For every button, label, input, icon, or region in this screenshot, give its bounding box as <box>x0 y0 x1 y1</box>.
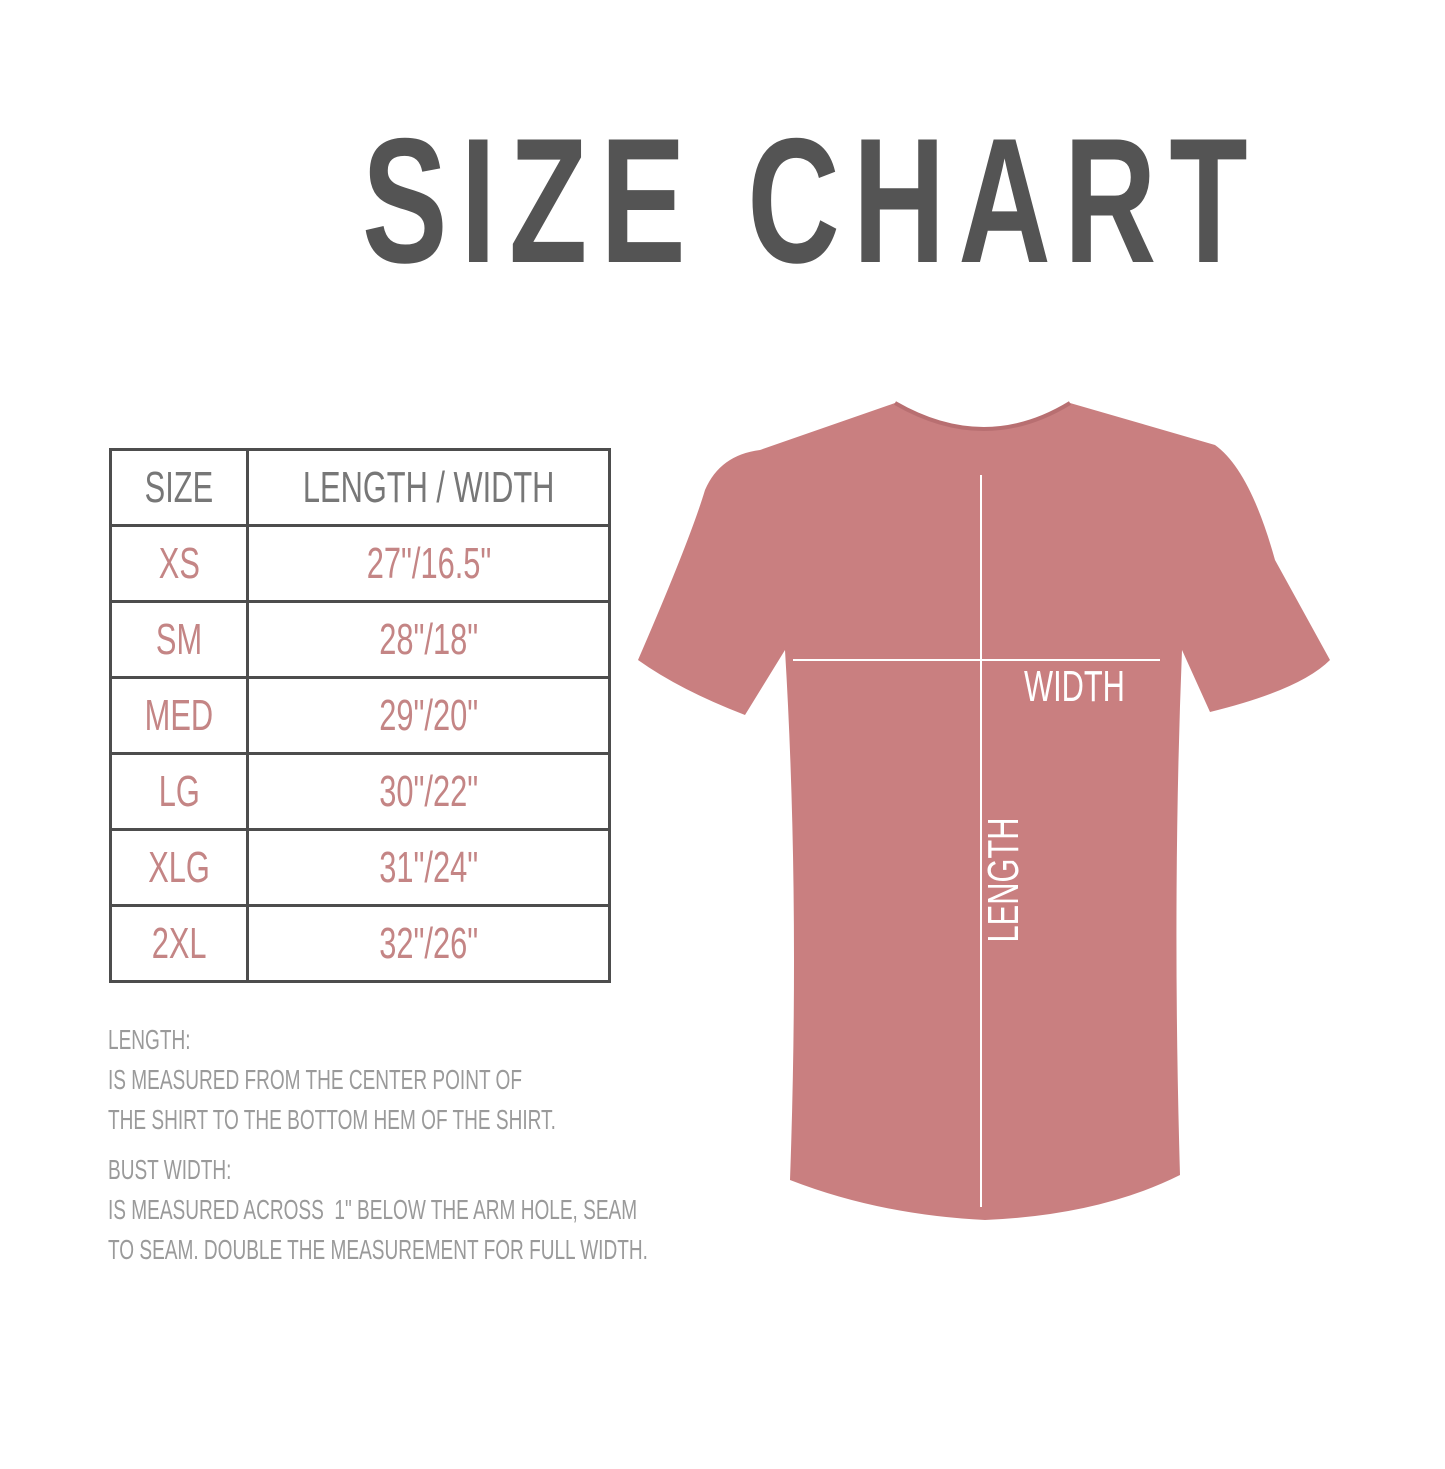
size-cell: XLG <box>148 842 210 892</box>
tshirt-illustration <box>638 403 1330 1220</box>
width-note: BUST WIDTH: IS MEASURED ACROSS 1" BELOW … <box>108 1150 648 1270</box>
table-header-row: SIZE LENGTH / WIDTH <box>109 448 612 527</box>
measure-cell: 30"/22" <box>379 766 479 816</box>
measure-cell: 28"/18" <box>379 614 479 664</box>
table-row: LG 30"/22" <box>109 752 612 831</box>
table-row: 2XL 32"/26" <box>109 904 612 983</box>
measure-cell: 27"/16.5" <box>366 538 491 588</box>
width-text-2: TO SEAM. DOUBLE THE MEASUREMENT FOR FULL… <box>108 1234 648 1265</box>
length-heading: LENGTH: <box>108 1024 191 1055</box>
size-cell: XS <box>158 538 200 588</box>
measure-cell: 32"/26" <box>379 918 479 968</box>
width-heading: BUST WIDTH: <box>108 1154 232 1185</box>
width-label: WIDTH <box>1024 662 1125 711</box>
size-cell: MED <box>144 690 214 740</box>
length-text-2: THE SHIRT TO THE BOTTOM HEM OF THE SHIRT… <box>108 1104 556 1135</box>
measure-cell: 29"/20" <box>379 690 479 740</box>
page-title: SIZE CHART <box>362 101 1261 300</box>
header-length-width: LENGTH / WIDTH <box>302 462 555 512</box>
table-row: XLG 31"/24" <box>109 828 612 907</box>
length-note: LENGTH: IS MEASURED FROM THE CENTER POIN… <box>108 1020 556 1140</box>
length-text-1: IS MEASURED FROM THE CENTER POINT OF <box>108 1064 522 1095</box>
size-cell: LG <box>158 766 200 816</box>
size-cell: SM <box>155 614 203 664</box>
width-text-1: IS MEASURED ACROSS 1" BELOW THE ARM HOLE… <box>108 1194 638 1225</box>
length-label: LENGTH <box>979 817 1029 943</box>
table-row: XS 27"/16.5" <box>109 524 612 603</box>
table-row: SM 28"/18" <box>109 600 612 679</box>
size-table: SIZE LENGTH / WIDTH XS 27"/16.5" SM 28"/18… <box>109 448 612 983</box>
table-row: MED 29"/20" <box>109 676 612 755</box>
measure-cell: 31"/24" <box>379 842 479 892</box>
size-cell: 2XL <box>151 918 207 968</box>
shirt-collar <box>894 401 1072 431</box>
header-size: SIZE <box>144 462 214 512</box>
